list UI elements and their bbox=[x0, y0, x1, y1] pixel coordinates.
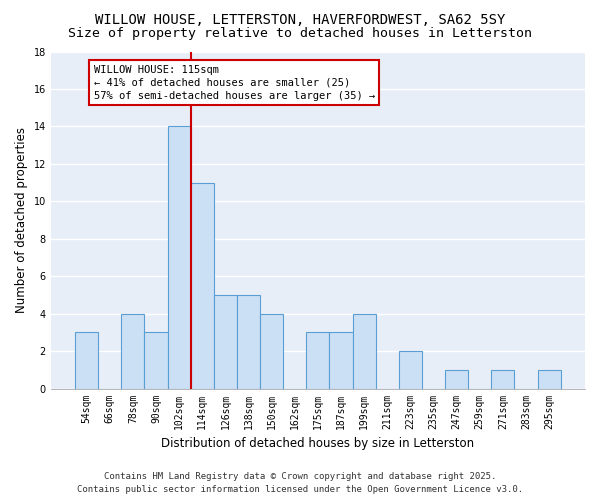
Bar bbox=[75, 332, 98, 388]
Text: WILLOW HOUSE, LETTERSTON, HAVERFORDWEST, SA62 5SY: WILLOW HOUSE, LETTERSTON, HAVERFORDWEST,… bbox=[95, 12, 505, 26]
Bar bbox=[491, 370, 514, 388]
Text: WILLOW HOUSE: 115sqm
← 41% of detached houses are smaller (25)
57% of semi-detac: WILLOW HOUSE: 115sqm ← 41% of detached h… bbox=[94, 64, 375, 101]
Bar bbox=[329, 332, 353, 388]
Bar bbox=[353, 314, 376, 388]
Bar bbox=[307, 332, 329, 388]
Bar bbox=[121, 314, 145, 388]
Bar bbox=[445, 370, 468, 388]
Bar bbox=[538, 370, 561, 388]
Bar bbox=[399, 351, 422, 389]
Text: Size of property relative to detached houses in Letterston: Size of property relative to detached ho… bbox=[68, 28, 532, 40]
Y-axis label: Number of detached properties: Number of detached properties bbox=[15, 127, 28, 313]
Bar bbox=[237, 295, 260, 388]
Bar bbox=[145, 332, 167, 388]
Bar bbox=[214, 295, 237, 388]
X-axis label: Distribution of detached houses by size in Letterston: Distribution of detached houses by size … bbox=[161, 437, 475, 450]
Bar bbox=[191, 182, 214, 388]
Bar bbox=[167, 126, 191, 388]
Text: Contains HM Land Registry data © Crown copyright and database right 2025.
Contai: Contains HM Land Registry data © Crown c… bbox=[77, 472, 523, 494]
Bar bbox=[260, 314, 283, 388]
